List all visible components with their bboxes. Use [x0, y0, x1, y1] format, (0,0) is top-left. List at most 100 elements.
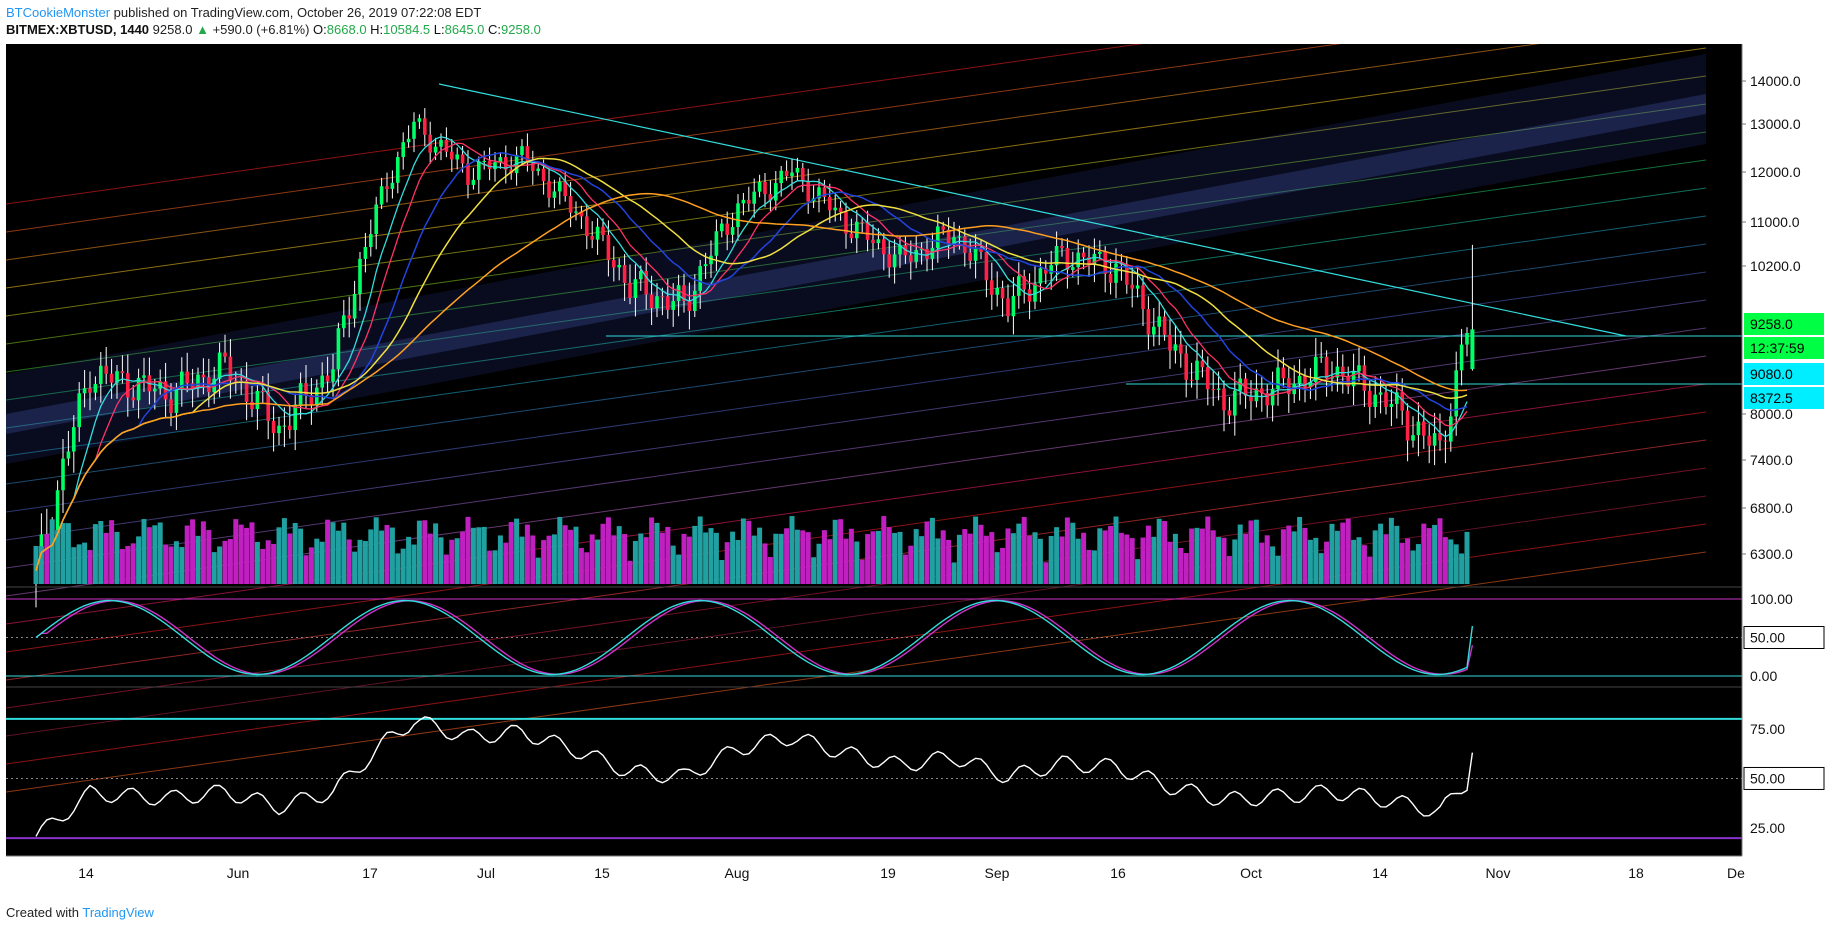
volume-bar [130, 543, 136, 584]
candle-body [374, 204, 378, 235]
volume-bar [287, 533, 293, 584]
volume-bar [163, 544, 169, 584]
volume-bar [703, 532, 709, 584]
volume-bar [1048, 535, 1054, 584]
volume-bar [1237, 524, 1243, 584]
candle-body [1405, 410, 1410, 441]
candle-body [1427, 435, 1431, 446]
candle-body [946, 229, 951, 244]
candle-body [1125, 264, 1129, 285]
volume-bar [260, 548, 266, 584]
candle-body [115, 371, 119, 383]
volume-bar [1421, 523, 1427, 584]
price-tick-label: 7400.0 [1750, 452, 1793, 468]
candle-body [525, 146, 530, 164]
rsi-label-bg [1743, 766, 1825, 790]
level-tag-8372-bg [1744, 387, 1824, 409]
author-link[interactable]: BTCookieMonster [6, 5, 111, 20]
candle-body [1000, 288, 1005, 299]
time-tick-label: 15 [594, 865, 610, 881]
stoch-k-line [35, 599, 1474, 676]
candle-body [444, 139, 449, 152]
candle-body [973, 248, 978, 261]
volume-bar [335, 530, 341, 584]
candle-body [1324, 356, 1329, 379]
volume-bar [757, 527, 763, 584]
candle-body [1038, 268, 1043, 284]
high-label: H: [370, 22, 384, 37]
volume-bar [805, 532, 811, 584]
volume-bar [168, 546, 174, 584]
volume-bar [87, 550, 93, 584]
candle-body [493, 162, 497, 170]
volume-bar [595, 539, 601, 584]
candle-body [849, 233, 854, 239]
volume-bar [227, 538, 233, 584]
candle-body [747, 199, 751, 204]
candle-body [358, 258, 362, 294]
candle-body [450, 151, 454, 160]
candle-body [1249, 395, 1253, 402]
volume-bar [427, 533, 433, 584]
volume-bar [881, 516, 887, 584]
candle-body [860, 221, 864, 223]
volume-bar [692, 525, 698, 584]
candle-body [871, 239, 875, 244]
candle-body [1432, 433, 1437, 446]
candle-body [201, 374, 206, 378]
volume-bar [1108, 525, 1114, 584]
volume-bar [330, 522, 336, 584]
candle-body [1114, 263, 1118, 283]
ma-orange-line [35, 192, 1468, 571]
volume-bar [400, 548, 406, 584]
volume-bar [902, 554, 908, 584]
candle-body [1443, 440, 1448, 442]
candle-body [633, 279, 638, 298]
volume-bar [978, 524, 984, 584]
candle-body [1281, 367, 1286, 379]
tradingview-logo[interactable]: TradingView [82, 905, 154, 920]
candle-body [1297, 375, 1302, 384]
volume-bar [1032, 532, 1038, 584]
time-tick-label: Sep [985, 865, 1010, 881]
candle-body [622, 264, 627, 283]
volume-bar [357, 539, 363, 584]
volume-bar [1194, 527, 1200, 584]
candle-body [595, 226, 600, 240]
time-tick-label: Jul [477, 865, 495, 881]
chart-area[interactable]: 14000.0 13000.0 12000.0 11000.0 10200.0 8000.… [6, 44, 1828, 894]
volume-bar [994, 552, 1000, 584]
time-axis-labels: 14 Jun 17 Jul 15 Aug 19 Sep 16 Oct 14 Nov 18 De [78, 865, 1745, 881]
volume-bar [492, 550, 498, 584]
volume-bar [470, 527, 476, 584]
volume-bar [1329, 523, 1335, 584]
candle-body [1395, 392, 1399, 404]
price-chart[interactable]: 14000.0 13000.0 12000.0 11000.0 10200.0 8000.… [6, 44, 1828, 894]
volume-bar [346, 539, 352, 584]
rsi-tick-label: 75.00 [1750, 721, 1785, 737]
candle-body [1076, 252, 1080, 268]
volume-bar [217, 546, 223, 584]
price-tick-label: 6800.0 [1750, 500, 1793, 516]
channel-line [6, 44, 1540, 261]
volume-bar [1313, 537, 1319, 584]
volume-bar [794, 529, 800, 584]
volume-bar [443, 554, 449, 584]
candle-body [271, 420, 276, 434]
channel-line [6, 551, 1707, 793]
volume-bar [276, 527, 282, 584]
candle-body [1227, 410, 1232, 416]
volume-bar [740, 518, 746, 584]
candle-body [1087, 257, 1091, 265]
candle-body [1351, 371, 1356, 387]
volume-bar [157, 522, 163, 584]
price-tick-label: 10200.0 [1750, 258, 1801, 274]
candle-body [99, 365, 103, 384]
candle-body [1254, 388, 1259, 402]
candle-body [709, 255, 713, 265]
volume-bar [1275, 555, 1281, 584]
candle-body [1400, 392, 1404, 411]
candle-body [331, 369, 335, 382]
candle-body [990, 280, 994, 295]
volume-bar [1437, 518, 1443, 584]
